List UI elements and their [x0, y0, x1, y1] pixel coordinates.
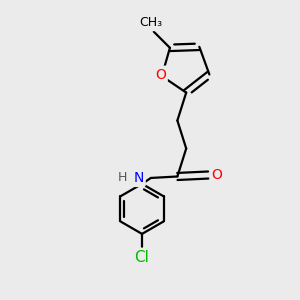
- Text: N: N: [133, 171, 144, 185]
- Text: H: H: [118, 171, 128, 184]
- Text: CH₃: CH₃: [139, 16, 162, 29]
- Text: Cl: Cl: [135, 250, 149, 265]
- Text: O: O: [155, 68, 166, 82]
- Text: O: O: [212, 168, 223, 182]
